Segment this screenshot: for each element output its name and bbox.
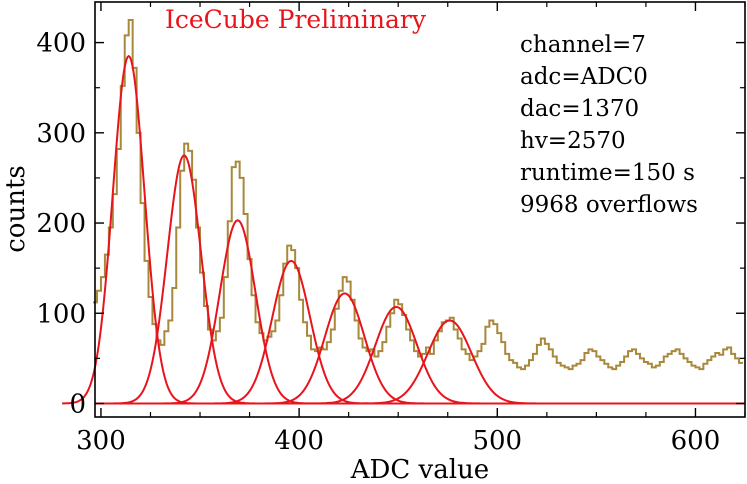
fit-layer (62, 54, 745, 405)
y-tick-label-100: 100 (36, 299, 86, 329)
x-tick-label-600: 600 (671, 426, 721, 456)
annotation-overflows: 9968 overflows (520, 192, 698, 218)
y-tick-label-200: 200 (36, 209, 86, 239)
x-tick-label-300: 300 (76, 426, 126, 456)
histogram-layer (93, 19, 744, 371)
fit-curve-peak-4 (212, 259, 371, 405)
y-tick-label-300: 300 (36, 119, 86, 149)
x-tick-label-400: 400 (274, 426, 324, 456)
plot-frame (94, 1, 746, 418)
y-tick-label-400: 400 (36, 29, 86, 59)
annotation-runtime: runtime=150 s (520, 160, 695, 186)
fit-curve-peak-1 (62, 54, 196, 405)
y-tick-label-0: 0 (69, 389, 86, 419)
annotation-adc: adc=ADC0 (520, 64, 648, 90)
fit-curve-peak-2 (113, 154, 255, 405)
x-tick-label-500: 500 (472, 426, 522, 456)
fit-curve-peak-5 (261, 292, 428, 405)
annotation-hv: hv=2570 (520, 128, 626, 154)
y-axis-label: counts (1, 165, 31, 253)
tick-layer: 300 400 500 600 0 100 200 300 400 (36, 2, 746, 456)
fit-curve-peak-3 (162, 219, 313, 405)
x-axis-label: ADC value (350, 455, 489, 484)
fit-curve-peak-6 (308, 305, 484, 405)
annotation-dac: dac=1370 (520, 96, 639, 122)
histogram-series (93, 19, 744, 371)
annotation-channel: channel=7 (520, 32, 646, 58)
watermark-label: IceCube Preliminary (165, 5, 427, 34)
fit-curve-peak-7 (358, 319, 542, 405)
